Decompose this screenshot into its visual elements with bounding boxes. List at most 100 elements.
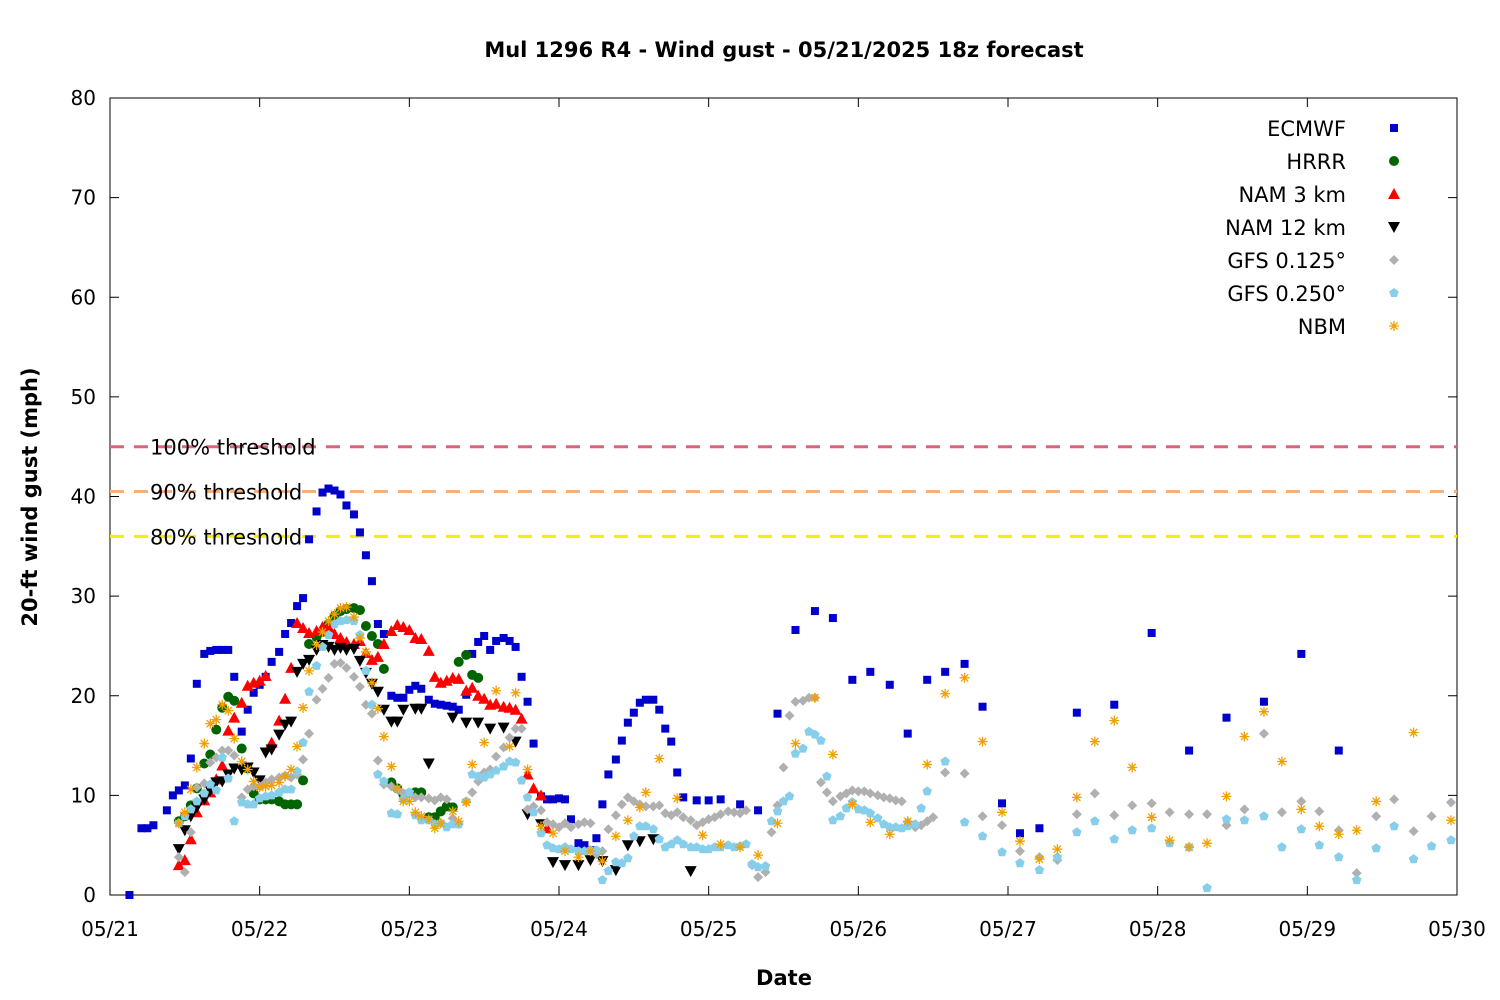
gfs-0-125-point — [766, 827, 777, 838]
ecmwf-point — [903, 729, 912, 738]
nam-12-km-point — [497, 722, 510, 734]
x-tick-label: 05/28 — [1129, 917, 1187, 941]
nbm-point — [292, 741, 303, 752]
ecmwf-point — [661, 724, 670, 733]
ecmwf-point — [635, 698, 644, 707]
nbm-point — [491, 685, 502, 696]
nam-12-km-point — [178, 825, 191, 837]
ecmwf-point — [1185, 746, 1194, 755]
nbm-point — [1146, 812, 1157, 823]
ecmwf-point — [511, 642, 520, 651]
ecmwf-point — [574, 839, 583, 848]
gfs-0-250-point — [223, 773, 233, 783]
ecmwf-point — [281, 629, 290, 638]
gfs-0-125-point — [410, 792, 421, 803]
gfs-0-250-point — [292, 766, 302, 776]
ecmwf-point — [373, 620, 382, 629]
gfs-0-250-point — [865, 808, 876, 818]
nbm-point — [354, 632, 365, 643]
hrrr-point — [473, 672, 484, 683]
ecmwf-point — [598, 800, 607, 809]
gfs-0-125-point — [997, 820, 1008, 831]
nbm-point — [753, 850, 764, 861]
gfs-0-250-point — [304, 686, 314, 696]
gfs-0-250-point — [266, 790, 277, 800]
gfs-0-250-point — [317, 641, 328, 651]
legend-marker — [1389, 321, 1399, 331]
nbm-point — [453, 816, 464, 827]
gfs-0-250-point — [810, 729, 820, 739]
gfs-0-250-point — [617, 858, 627, 868]
gfs-0-250-point — [654, 834, 664, 844]
gfs-0-250-point — [910, 819, 920, 829]
gfs-0-250-point — [997, 847, 1007, 857]
ecmwf-point — [149, 821, 158, 830]
gfs-0-250-point — [1109, 834, 1119, 844]
nbm-point — [827, 749, 838, 760]
x-axis-label: Date — [756, 966, 812, 990]
gfs-0-125-point — [778, 762, 789, 773]
gfs-0-250-point — [940, 756, 950, 766]
nam-12-km-point — [172, 844, 185, 856]
nbm-point — [435, 818, 446, 829]
gfs-0-125-point — [372, 755, 383, 766]
gfs-0-125-point — [784, 710, 795, 721]
y-tick-label: 50 — [71, 385, 96, 409]
gfs-0-125-point — [678, 812, 689, 823]
gfs-0-250-point — [835, 811, 846, 821]
nbm-point — [697, 830, 708, 841]
ecmwf-point — [206, 646, 215, 655]
nbm-point — [790, 738, 801, 749]
nbm-point — [223, 705, 234, 716]
ecmwf-point — [249, 688, 258, 697]
gfs-0-250-point — [841, 803, 852, 813]
nbm-point — [217, 699, 228, 710]
gfs-0-250-point — [510, 757, 521, 767]
gfs-0-125-point — [217, 745, 228, 756]
ecmwf-point — [611, 755, 620, 764]
gfs-0-125-point — [1127, 800, 1138, 811]
gfs-0-125-point — [298, 754, 309, 765]
nbm-point — [654, 753, 665, 764]
gfs-0-250-point — [1072, 827, 1082, 837]
nbm-point — [329, 609, 340, 620]
nam-3-km-point — [535, 789, 548, 801]
gfs-0-125-point — [179, 867, 190, 878]
gfs-0-250-point — [1202, 883, 1212, 893]
x-tick-label: 05/22 — [231, 917, 289, 941]
ecmwf-point — [355, 528, 364, 537]
ecmwf-point — [224, 645, 233, 654]
nbm-point — [461, 797, 472, 808]
nam-12-km-point — [297, 658, 310, 670]
ecmwf-point — [673, 768, 682, 777]
gfs-0-250-point — [597, 875, 608, 885]
ecmwf-point — [978, 702, 987, 711]
gfs-0-250-point — [790, 748, 801, 758]
nam-3-km-point — [472, 689, 485, 701]
ecmwf-point — [617, 736, 626, 745]
nam-3-km-point — [509, 703, 522, 715]
ecmwf-point — [754, 806, 763, 815]
legend-marker — [1390, 124, 1398, 132]
ecmwf-point — [1297, 649, 1306, 658]
nbm-point — [360, 646, 371, 657]
gfs-0-250-point — [741, 839, 751, 849]
gfs-0-250-point — [753, 862, 763, 872]
nbm-point — [548, 828, 559, 839]
gfs-0-125-point — [516, 723, 527, 734]
series-nbm — [173, 602, 1457, 867]
gfs-0-125-point — [311, 694, 322, 705]
nam-3-km-point — [460, 684, 473, 696]
gfs-0-125-point — [1184, 809, 1195, 820]
nam-12-km-point — [353, 655, 366, 667]
ecmwf-point — [655, 705, 664, 714]
data-points — [125, 484, 1457, 899]
ecmwf-point — [486, 645, 495, 654]
nbm-point — [634, 802, 645, 813]
ecmwf-point — [604, 770, 613, 779]
ecmwf-point — [623, 718, 632, 727]
ecmwf-point — [736, 800, 745, 809]
gfs-0-125-point — [803, 692, 814, 703]
gfs-0-250-point — [491, 765, 501, 775]
